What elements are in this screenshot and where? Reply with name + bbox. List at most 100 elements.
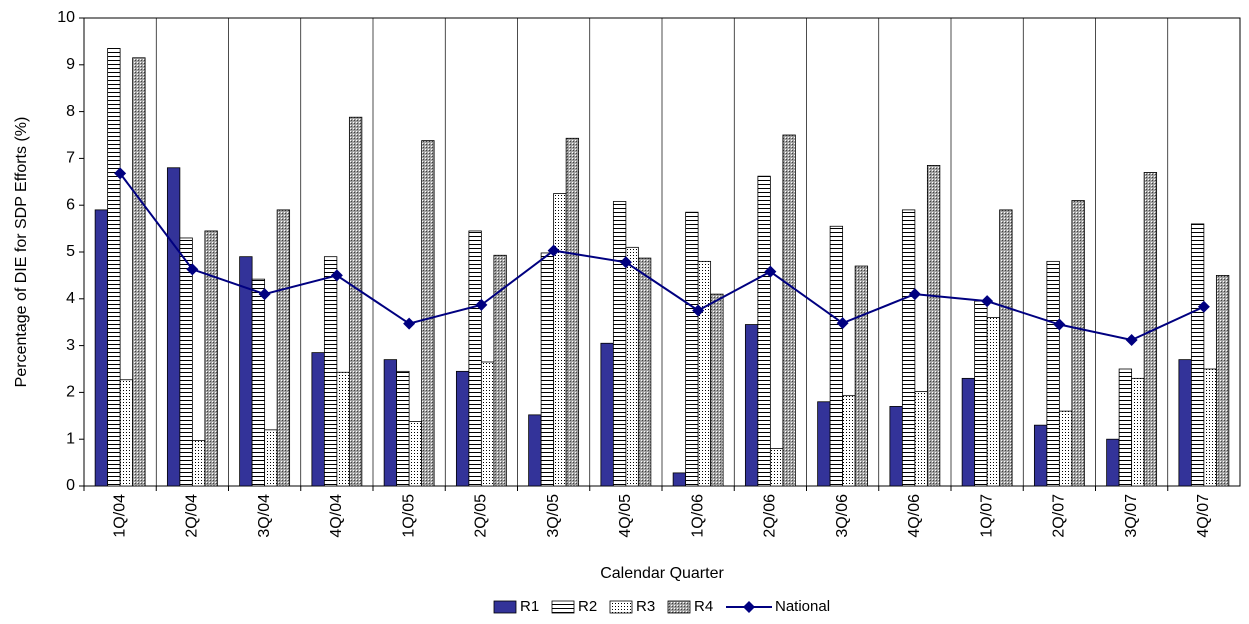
bar [455,370,470,487]
bar [94,209,109,487]
x-tick-label: 1Q/07 [978,494,995,538]
bar [1058,410,1073,487]
bar [1190,223,1205,487]
bar [926,165,941,487]
bar [600,342,614,487]
line-marker [330,269,343,282]
bar [336,371,350,487]
line-marker [1125,333,1138,346]
x-tick-label: 1Q/05 [400,494,417,538]
x-tick-label: 2Q/06 [762,494,779,538]
x-tick-label: 1Q/06 [689,494,706,538]
y-tick-label: 3 [66,337,75,354]
y-tick-label: 9 [66,56,75,73]
bar [1046,260,1060,487]
bar [191,440,206,487]
y-tick-label: 5 [66,243,75,260]
x-tick-label: 4Q/04 [328,494,345,538]
bar [565,137,580,487]
bar [685,211,699,487]
x-tick-label: 3Q/05 [545,494,562,538]
bar [408,421,423,487]
bar [204,230,218,487]
y-tick-label: 10 [57,9,75,26]
line-marker [258,288,271,301]
bar [251,278,266,487]
bar [264,429,278,487]
line-marker [981,295,994,308]
bar [672,472,687,487]
x-axis-title: Calendar Quarter [600,565,724,582]
line-marker [908,288,921,301]
bar [528,414,542,487]
bar [468,230,482,487]
bar [999,209,1013,487]
bar [311,352,325,487]
x-tick-label: 2Q/07 [1051,494,1068,538]
bar [421,140,435,487]
y-tick-label: 1 [66,430,75,447]
legend-label: National [775,598,830,615]
bar [889,406,903,487]
line-marker [547,244,560,257]
bar [540,252,555,487]
legend-label: R4 [694,598,713,615]
x-tick-label: 4Q/05 [617,494,634,538]
bar [1118,368,1133,487]
bar [132,57,146,487]
y-tick-label: 7 [66,150,75,167]
legend-swatch [667,600,691,614]
bar [842,395,856,487]
bar [757,175,771,487]
bar [1033,424,1048,487]
line-marker [692,304,705,317]
bar [383,359,398,487]
y-tick-label: 8 [66,103,75,120]
y-tick-label: 4 [66,290,75,307]
bar [612,201,627,487]
bar [119,379,134,487]
bar [553,193,567,487]
x-tick-label: 2Q/05 [473,494,490,538]
bar [348,116,363,487]
bar [1131,377,1145,487]
line-marker [764,265,777,278]
bar [986,317,1001,487]
legend-label: R1 [520,598,539,615]
legend-label: R2 [578,598,597,615]
bar [961,377,976,487]
bar [817,401,831,487]
line-marker [403,317,416,330]
bar [914,391,928,487]
bar [239,256,253,487]
line-marker [1197,300,1210,313]
line [119,172,1205,342]
bar [1106,438,1120,487]
bar [323,256,338,487]
bar [625,246,639,487]
line-marker [1053,318,1066,331]
legend-swatch [493,600,517,614]
bar [179,237,193,487]
legend-swatch [551,600,575,614]
bar [710,293,724,487]
bar [276,209,291,487]
line-marker [836,317,849,330]
bar [854,265,869,487]
x-tick-label: 3Q/07 [1123,494,1140,538]
x-tick-label: 2Q/04 [184,494,201,538]
bar [974,300,988,487]
line-marker [114,167,127,180]
bar [1203,368,1217,487]
bar [1071,200,1085,487]
bar [697,260,712,487]
bar [769,448,784,487]
bar [901,209,916,487]
legend-marker [743,601,755,613]
y-tick-label: 6 [66,196,75,213]
bar [480,361,495,487]
bar [493,254,507,487]
x-tick-label: 1Q/04 [111,494,128,538]
